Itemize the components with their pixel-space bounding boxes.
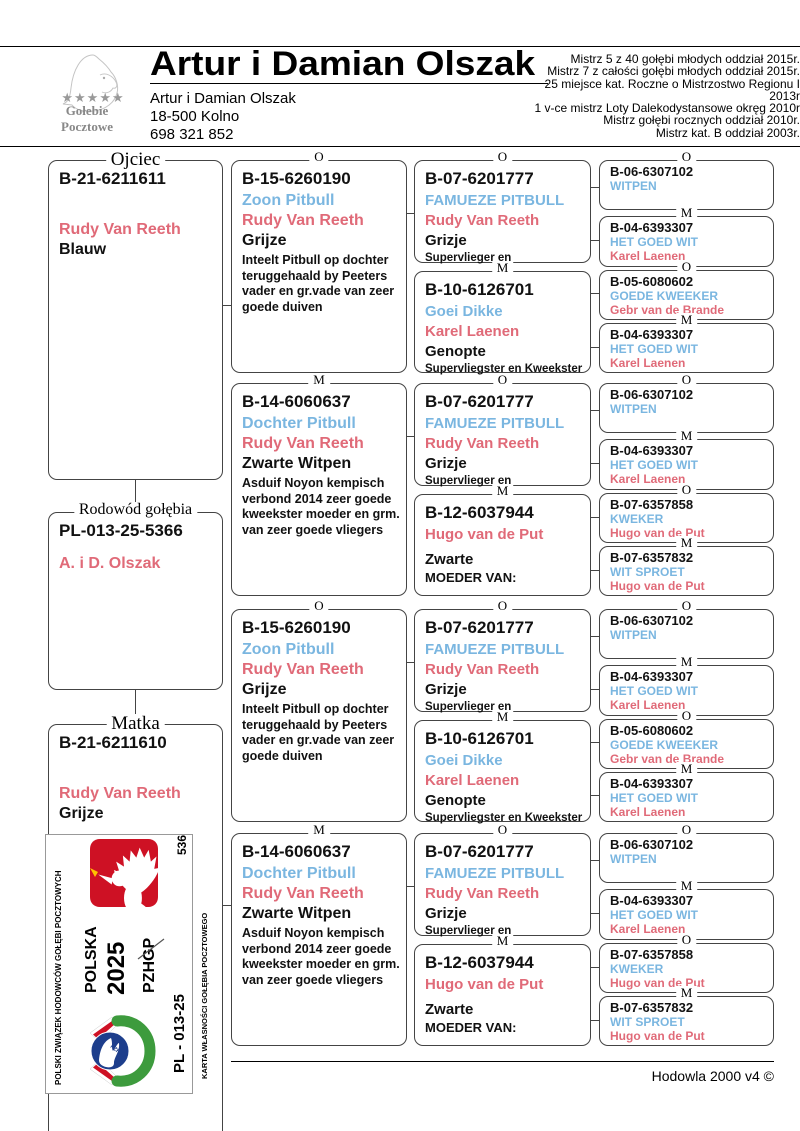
svg-text:5366: 5366	[175, 835, 189, 855]
svg-text:POLSKA: POLSKA	[83, 926, 100, 993]
svg-text:POLSKI ZWIĄZEK HODOWCÓW GOŁĘBI: POLSKI ZWIĄZEK HODOWCÓW GOŁĘBI POCZTOWYC…	[54, 870, 63, 1085]
svg-text:2025: 2025	[103, 942, 130, 995]
svg-text:PL - 013-25: PL - 013-25	[171, 994, 188, 1073]
svg-text:KARTA WŁASNOŚCI GOŁĘBIA POCZT: KARTA WŁASNOŚCI GOŁĘBIA POCZTOWEGO	[200, 913, 209, 1079]
